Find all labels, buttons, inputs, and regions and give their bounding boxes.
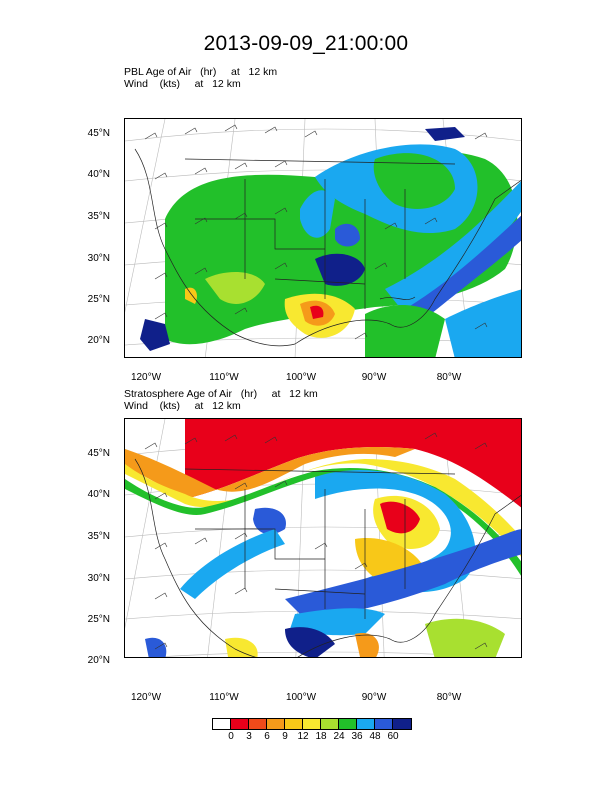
panel2-lat-label: 30°N	[87, 573, 110, 584]
panel2-lat-label: 20°N	[87, 655, 110, 666]
panel1-lon-label: 80°W	[436, 372, 462, 383]
panel2-lat-label: 25°N	[87, 614, 110, 625]
panel2-lat-label: 40°N	[87, 489, 110, 500]
panel1-title-line1: PBL Age of Air (hr) at 12 km	[124, 66, 278, 78]
colorbar-swatch	[393, 719, 411, 729]
panel1-lat-label: 40°N	[87, 169, 110, 180]
stratosphere-age-field	[125, 419, 521, 657]
colorbar-swatch	[303, 719, 321, 729]
panel1-lon-label: 110°W	[209, 372, 239, 383]
colorbar-tick-label: 24	[333, 731, 345, 742]
colorbar-swatch	[339, 719, 357, 729]
panel2-lon-label: 110°W	[209, 692, 239, 703]
wind-barbs	[144, 124, 488, 340]
panel2-map-svg	[125, 419, 521, 657]
colorbar-swatch	[267, 719, 285, 729]
colorbar-swatch	[231, 719, 249, 729]
panel2-lon-label: 100°W	[285, 692, 317, 703]
panel1-lon-label: 100°W	[285, 372, 317, 383]
panel1-lat-label: 20°N	[87, 335, 110, 346]
panel2-lon-label: 120°W	[130, 692, 162, 703]
colorbar-swatch	[285, 719, 303, 729]
panel1-lat-label: 30°N	[87, 253, 110, 264]
colorbar-swatch	[213, 719, 231, 729]
panel2-lon-label: 90°W	[361, 692, 387, 703]
panel2-lat-label: 45°N	[87, 448, 110, 459]
colorbar-tick-label: 60	[387, 731, 399, 742]
colorbar-tick-label: 0	[228, 731, 234, 742]
colorbar-swatch	[321, 719, 339, 729]
colorbar-tick-label: 36	[351, 731, 363, 742]
colorbar	[212, 718, 412, 730]
panel2-title-line2: Wind (kts) at 12 km	[124, 400, 241, 412]
panel1-lat-label: 45°N	[87, 128, 110, 139]
panel1-map	[124, 118, 522, 358]
panel2-lon-label: 80°W	[436, 692, 462, 703]
plot-title: 2013-09-09_21:00:00	[203, 32, 409, 55]
wind-barbs	[144, 432, 488, 650]
colorbar-swatch	[375, 719, 393, 729]
colorbar-tick-label: 3	[246, 731, 252, 742]
colorbar-tick-label: 9	[282, 731, 288, 742]
colorbar-swatch	[249, 719, 267, 729]
panel2-title-line1: Stratosphere Age of Air (hr) at 12 km	[124, 388, 318, 400]
panel1-title-line2: Wind (kts) at 12 km	[124, 78, 241, 90]
panel2-map	[124, 418, 522, 658]
panel2-lat-label: 35°N	[87, 531, 110, 542]
pbl-age-field	[140, 127, 521, 357]
panel1-lat-label: 25°N	[87, 294, 110, 305]
colorbar-swatch	[357, 719, 375, 729]
colorbar-tick-label: 18	[315, 731, 327, 742]
panel1-lat-label: 35°N	[87, 211, 110, 222]
colorbar-tick-label: 6	[264, 731, 270, 742]
colorbar-tick-label: 48	[369, 731, 381, 742]
panel1-lon-label: 90°W	[361, 372, 387, 383]
panel1-lon-label: 120°W	[130, 372, 162, 383]
colorbar-tick-label: 12	[297, 731, 309, 742]
panel1-map-svg	[125, 119, 521, 357]
